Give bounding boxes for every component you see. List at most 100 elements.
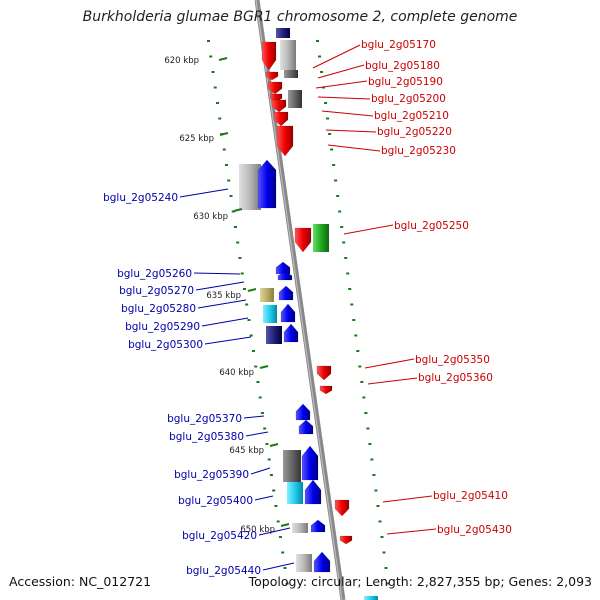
gene-label-bglu_2g05180[interactable]: bglu_2g05180: [317, 60, 440, 79]
gene-id[interactable]: bglu_2g05270: [119, 285, 194, 297]
rail-dot: [332, 164, 336, 166]
rail-dot: [342, 241, 346, 244]
gene-arrow-red: [319, 385, 333, 395]
gene-id[interactable]: bglu_2g05300: [128, 339, 203, 351]
gene-arrow-red: [294, 227, 312, 253]
gene-label-bglu_2g05280[interactable]: bglu_2g05280: [121, 299, 247, 315]
accession-label: Accession: NC_012721: [9, 574, 152, 589]
gene-glyph-dark: [288, 90, 302, 108]
rail-dot: [285, 582, 289, 585]
kbp-tick-630: 630 kbp: [193, 208, 243, 222]
gene-glyph-cyan: [364, 596, 378, 600]
gene-id[interactable]: bglu_2g05250: [394, 220, 469, 232]
rail-dot: [281, 551, 285, 554]
gene-label-bglu_2g05380[interactable]: bglu_2g05380: [169, 431, 269, 443]
gene-id[interactable]: bglu_2g05380: [169, 431, 244, 443]
gene-label-bglu_2g05420[interactable]: bglu_2g05420: [182, 527, 291, 542]
gene-label-bglu_2g05430[interactable]: bglu_2g05430: [386, 524, 512, 536]
gene-label-bglu_2g05410[interactable]: bglu_2g05410: [382, 490, 508, 503]
gene-id[interactable]: bglu_2g05240: [103, 192, 178, 204]
gene-label-bglu_2g05250[interactable]: bglu_2g05250: [343, 220, 469, 235]
gene-label-bglu_2g05170[interactable]: bglu_2g05170: [312, 39, 436, 69]
gene-id[interactable]: bglu_2g05230: [381, 145, 456, 157]
rail-dot: [346, 272, 350, 275]
rail-dot: [258, 396, 262, 399]
gene-label-bglu_2g05390[interactable]: bglu_2g05390: [174, 467, 271, 481]
gene-glyph-cyan: [287, 482, 303, 504]
rail-dot: [242, 288, 246, 290]
gene-id[interactable]: bglu_2g05290: [125, 321, 200, 333]
gene-id[interactable]: bglu_2g05410: [433, 490, 508, 502]
tick-rail-right: [316, 40, 390, 585]
rail-dot: [322, 86, 326, 89]
rail-dot: [207, 40, 210, 42]
gene-label-bglu_2g05270[interactable]: bglu_2g05270: [119, 281, 245, 297]
gene-glyph-green: [313, 224, 329, 252]
gene-glyph-grey: [239, 164, 261, 210]
rail-dot: [256, 381, 260, 383]
gene-id[interactable]: bglu_2g05280: [121, 303, 196, 315]
gene-id[interactable]: bglu_2g05190: [368, 76, 443, 88]
gene-arrow-red: [316, 365, 332, 381]
rail-dot: [350, 303, 354, 306]
kbp-label: 630 kbp: [193, 212, 228, 222]
gene-label-bglu_2g05240[interactable]: bglu_2g05240: [103, 188, 229, 204]
gene-id[interactable]: bglu_2g05360: [418, 372, 493, 384]
rail-dot: [386, 582, 390, 585]
rail-dot: [380, 536, 384, 538]
gene-id[interactable]: bglu_2g05420: [182, 530, 257, 542]
gene-label-bglu_2g05400[interactable]: bglu_2g05400: [178, 495, 274, 507]
kbp-label: 620 kbp: [164, 56, 199, 66]
rail-dot: [348, 288, 352, 290]
gene-id[interactable]: bglu_2g05440: [186, 565, 261, 577]
gene-glyph-grey: [296, 554, 312, 572]
gene-label-bglu_2g05300[interactable]: bglu_2g05300: [128, 336, 252, 351]
rail-dot: [320, 71, 324, 73]
gene-id[interactable]: bglu_2g05210: [374, 110, 449, 122]
rail-dot: [233, 226, 237, 228]
gene-label-bglu_2g05210[interactable]: bglu_2g05210: [321, 110, 449, 122]
gene-id[interactable]: bglu_2g05350: [415, 354, 490, 366]
gene-arrow-blue: [257, 159, 277, 209]
gene-label-bglu_2g05290[interactable]: bglu_2g05290: [125, 317, 249, 333]
gene-labels-left: bglu_2g05240 bglu_2g05260 bglu_2g05270 b…: [103, 188, 295, 577]
gene-label-bglu_2g05440[interactable]: bglu_2g05440: [186, 562, 295, 577]
rail-dot: [318, 55, 322, 58]
gene-label-bglu_2g05190[interactable]: bglu_2g05190: [315, 76, 443, 89]
rail-dot: [326, 117, 330, 120]
rail-dot: [366, 427, 370, 430]
gene-id[interactable]: bglu_2g05180: [365, 60, 440, 72]
rail-dot: [370, 458, 374, 461]
kbp-tick-635: 635 kbp: [206, 288, 257, 301]
gene-id[interactable]: bglu_2g05390: [174, 469, 249, 481]
rail-dot: [278, 536, 282, 538]
gene-id[interactable]: bglu_2g05170: [361, 39, 436, 51]
gene-id[interactable]: bglu_2g05200: [371, 93, 446, 105]
gene-id[interactable]: bglu_2g05370: [167, 413, 242, 425]
gene-label-bglu_2g05230[interactable]: bglu_2g05230: [327, 144, 456, 157]
gene-arrow-blue: [298, 419, 314, 435]
gene-glyph-grey: [292, 523, 308, 533]
gene-label-bglu_2g05200[interactable]: bglu_2g05200: [317, 93, 446, 105]
gene-id[interactable]: bglu_2g05220: [377, 126, 452, 138]
rail-dot: [316, 40, 319, 42]
gene-features: [239, 28, 378, 600]
rail-dot: [352, 319, 356, 321]
gene-label-bglu_2g05360[interactable]: bglu_2g05360: [367, 372, 493, 385]
rail-dot: [354, 334, 358, 337]
rail-dot: [211, 71, 215, 73]
gene-label-bglu_2g05370[interactable]: bglu_2g05370: [167, 413, 265, 425]
rail-dot: [265, 443, 269, 445]
rail-dot: [362, 396, 366, 399]
gene-label-bglu_2g05350[interactable]: bglu_2g05350: [364, 354, 490, 369]
gene-arrow-blue: [277, 271, 293, 281]
kbp-label: 650 kbp: [240, 525, 275, 535]
rail-dot: [376, 505, 380, 507]
gene-id[interactable]: bglu_2g05430: [437, 524, 512, 536]
gene-label-bglu_2g05260[interactable]: bglu_2g05260: [117, 268, 241, 280]
gene-id[interactable]: bglu_2g05260: [117, 268, 192, 280]
gene-label-bglu_2g05220[interactable]: bglu_2g05220: [325, 126, 452, 138]
gene-id[interactable]: bglu_2g05400: [178, 495, 253, 507]
gene-arrow-blue: [283, 323, 299, 343]
